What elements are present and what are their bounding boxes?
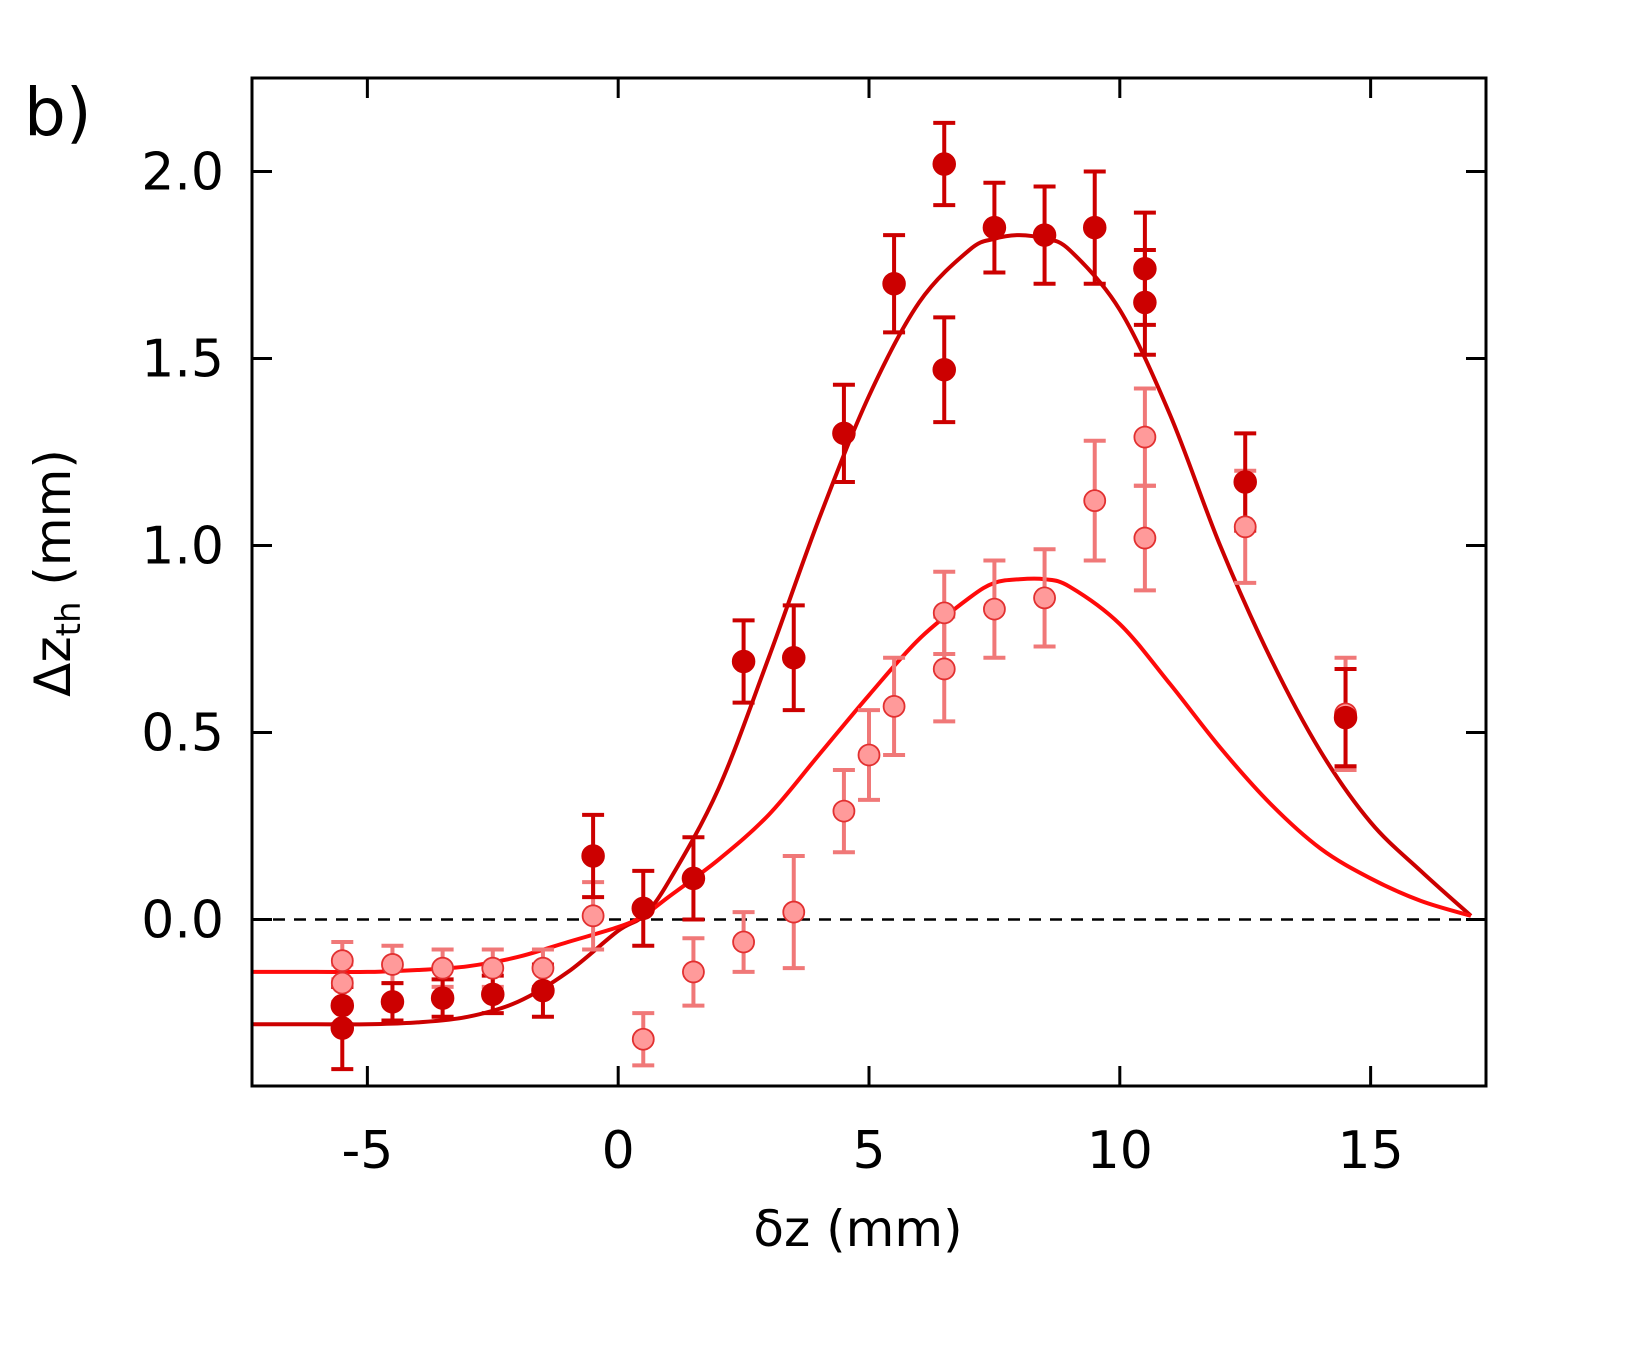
light-point bbox=[1133, 425, 1157, 449]
y-axis-title-main: Δz bbox=[24, 636, 82, 696]
x-tick-label: 5 bbox=[852, 1121, 885, 1181]
error-bars bbox=[331, 120, 1357, 1072]
panel-label: b) bbox=[24, 74, 92, 151]
light-point bbox=[1133, 526, 1157, 550]
dark-point bbox=[681, 866, 706, 891]
x-tick-label: 10 bbox=[1087, 1121, 1153, 1181]
y-tick-label: 1.0 bbox=[141, 517, 224, 577]
y-tick-label: 2.0 bbox=[141, 143, 224, 203]
y-tick-label: 1.5 bbox=[141, 330, 224, 390]
dark-point bbox=[531, 978, 555, 1003]
light-point bbox=[330, 971, 354, 995]
fit-curves bbox=[251, 233, 1473, 1027]
dark-point bbox=[330, 993, 355, 1018]
light-point bbox=[782, 900, 806, 924]
light-point bbox=[857, 743, 881, 767]
dark-point bbox=[1133, 290, 1157, 315]
y-axis-ticks: 0.0 0.5 1.0 1.5 2.0 bbox=[141, 143, 1486, 951]
light-point bbox=[732, 930, 755, 954]
dark-point bbox=[832, 421, 856, 446]
light-fit-curve bbox=[251, 576, 1472, 975]
light-point bbox=[381, 953, 404, 976]
light-point bbox=[330, 949, 354, 973]
light-point bbox=[882, 694, 906, 718]
dark-point bbox=[731, 649, 756, 674]
plot-area bbox=[251, 120, 1486, 1072]
light-point bbox=[832, 799, 856, 823]
light-point bbox=[581, 904, 605, 928]
light-point bbox=[932, 601, 956, 625]
dark-point bbox=[1082, 215, 1107, 240]
dark-point bbox=[631, 896, 656, 921]
dark-point bbox=[932, 152, 956, 176]
x-tick-label: -5 bbox=[341, 1121, 393, 1181]
x-axis-ticks: -5 0 5 10 15 bbox=[341, 78, 1404, 1181]
light-point bbox=[682, 960, 705, 984]
dark-point bbox=[782, 645, 806, 670]
y-axis-title: Δzth (mm) bbox=[24, 449, 89, 697]
x-tick-label: 15 bbox=[1338, 1121, 1404, 1181]
dark-point bbox=[982, 215, 1007, 240]
dark-point bbox=[1032, 223, 1057, 247]
dark-fit-curve bbox=[252, 233, 1473, 1027]
plot-frame bbox=[250, 76, 1488, 1088]
dark-point bbox=[581, 844, 605, 868]
dark-point bbox=[932, 357, 956, 382]
data-points bbox=[330, 152, 1358, 1051]
dark-point bbox=[380, 990, 405, 1014]
y-axis-title-unit: (mm) bbox=[24, 449, 82, 601]
dark-point bbox=[882, 271, 906, 296]
light-point bbox=[631, 1027, 655, 1051]
dark-point bbox=[1133, 257, 1157, 281]
light-point bbox=[1033, 586, 1056, 610]
light-point bbox=[983, 597, 1006, 621]
light-point bbox=[481, 956, 505, 980]
y-axis-title-subscript: th bbox=[49, 601, 89, 636]
light-point bbox=[531, 956, 555, 980]
x-axis-title: δz (mm) bbox=[753, 1200, 962, 1258]
y-tick-label: 0.0 bbox=[141, 891, 224, 951]
x-tick-label: 0 bbox=[602, 1121, 635, 1181]
light-point bbox=[1083, 489, 1107, 513]
light-point bbox=[1233, 515, 1257, 539]
light-point bbox=[932, 657, 956, 681]
dark-point bbox=[1333, 705, 1358, 730]
dark-point bbox=[330, 1016, 355, 1040]
dark-point bbox=[1233, 470, 1257, 494]
dark-point bbox=[430, 986, 455, 1010]
y-tick-label: 0.5 bbox=[141, 704, 224, 764]
light-point bbox=[431, 956, 455, 980]
dark-point bbox=[481, 982, 505, 1007]
